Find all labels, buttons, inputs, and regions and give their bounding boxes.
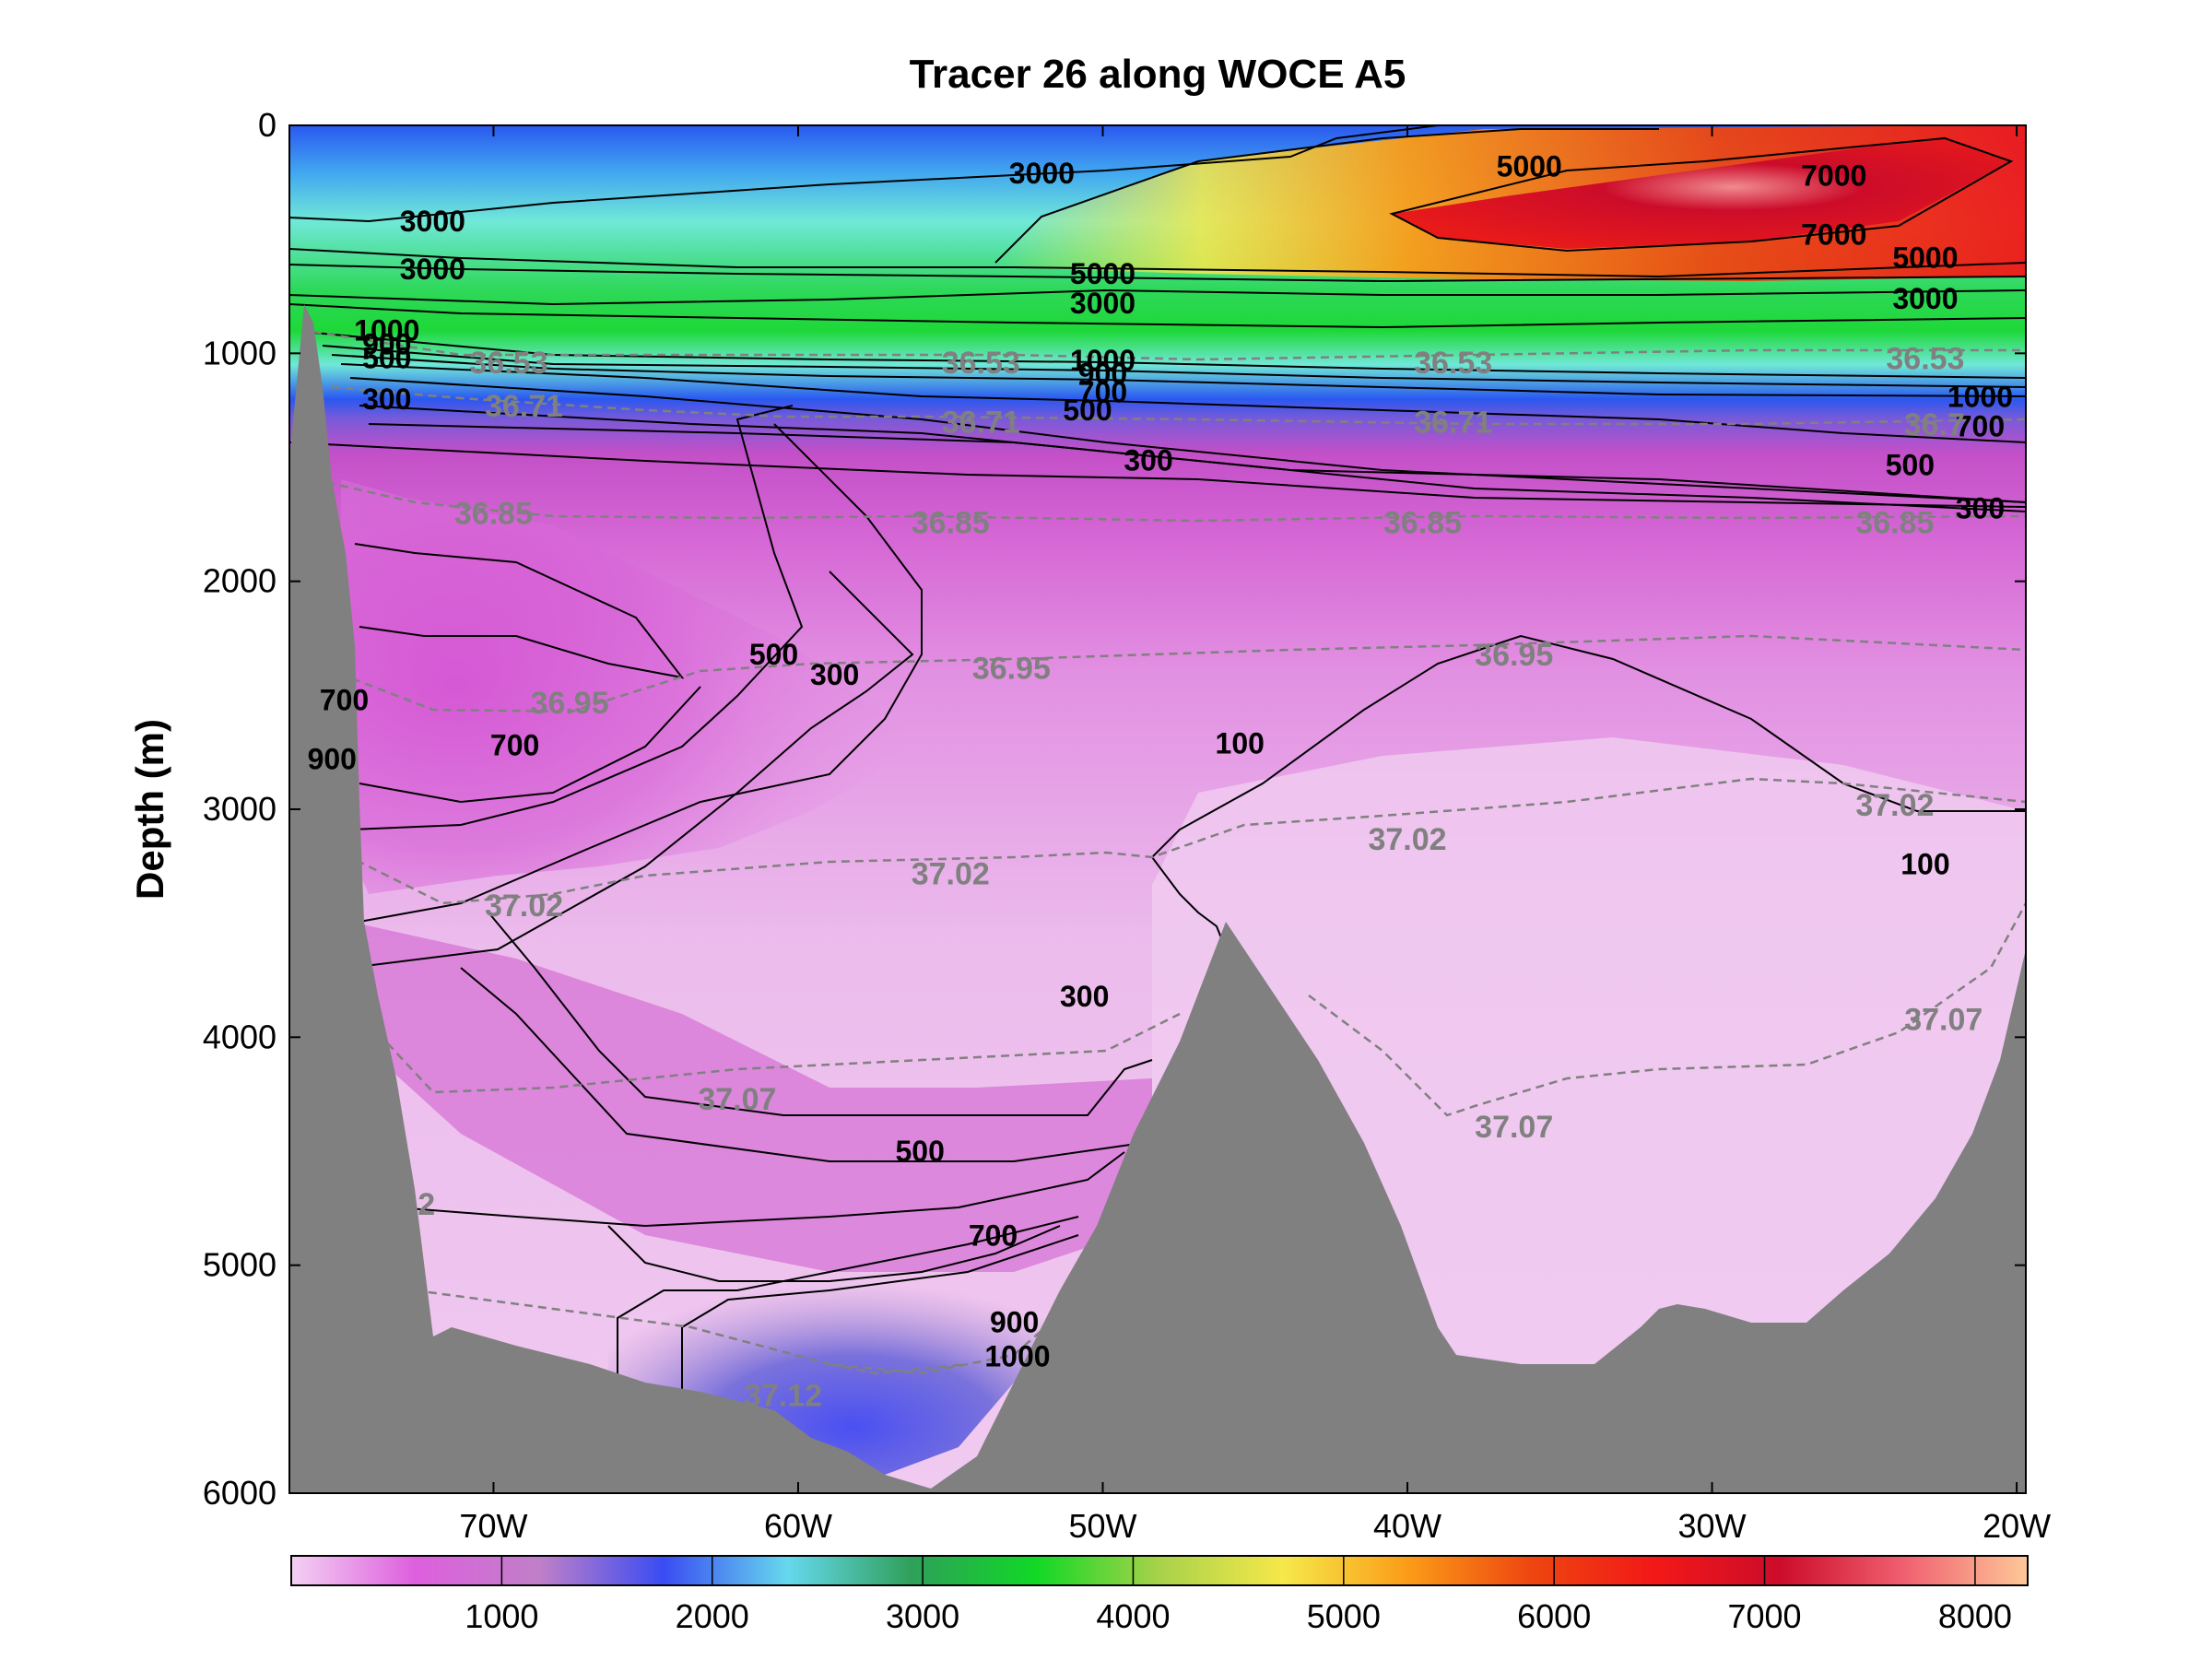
salinity-contour-label: 37.12 bbox=[357, 1187, 435, 1222]
colorbar: 1000 2000 3000 4000 5000 6000 7000 8000 bbox=[290, 1555, 2029, 1635]
tracer-contour-label: 300 bbox=[1956, 492, 2005, 525]
salinity-contour-label: 36.53 bbox=[469, 346, 547, 381]
salinity-contour-label: 37.12 bbox=[744, 1379, 822, 1414]
tracer-contour-label: 700 bbox=[490, 729, 539, 762]
salinity-contour-labels: 36.53 36.53 36.53 36.53 36.71 36.71 36.71 36.7 3… bbox=[357, 341, 1983, 1413]
salinity-contour-label: 37.02 bbox=[912, 856, 990, 891]
tracer-contour-label: 3000 bbox=[400, 205, 465, 238]
tracer-core-region bbox=[1392, 136, 2011, 249]
tracer-contour-label: 1000 bbox=[354, 314, 419, 347]
salinity-contour-label: 36.85 bbox=[912, 505, 990, 540]
y-axis-label: Depth (m) bbox=[128, 719, 171, 900]
x-tick-label: 60W bbox=[764, 1507, 832, 1545]
y-tick-label: 5000 bbox=[203, 1246, 276, 1284]
colorbar-tick-label: 7000 bbox=[1727, 1597, 1801, 1635]
deep-magenta-region bbox=[350, 922, 1152, 1272]
y-tick-label: 4000 bbox=[203, 1018, 276, 1055]
salinity-contour-label: 37.02 bbox=[1368, 822, 1446, 857]
y-tick-label: 6000 bbox=[203, 1474, 276, 1512]
tracer-contour-label: 3000 bbox=[400, 253, 465, 286]
salinity-contour-label: 36.95 bbox=[531, 686, 609, 721]
tracer-contour-label: 700 bbox=[1956, 409, 2005, 442]
x-tick-label: 30W bbox=[1678, 1507, 1747, 1545]
tracer-contour-label: 3000 bbox=[1009, 157, 1075, 190]
tracer-contour-label: 500 bbox=[362, 341, 411, 374]
colorbar-tick-label: 8000 bbox=[1938, 1597, 2012, 1635]
tracer-contour-label: 700 bbox=[969, 1219, 1018, 1253]
salinity-contour-label: 36.71 bbox=[1414, 406, 1492, 441]
salinity-contour-label: 36.85 bbox=[1855, 505, 1934, 540]
tracer-contour-label: 1000 bbox=[1070, 344, 1135, 377]
salinity-contour-label: 37.07 bbox=[1904, 1003, 1983, 1038]
tracer-contour-label: 500 bbox=[1886, 449, 1935, 482]
salinity-contour-label: 36.53 bbox=[1414, 346, 1492, 381]
tracer-contour-label: 5000 bbox=[1892, 241, 1958, 274]
colorbar-tick-label: 4000 bbox=[1096, 1597, 1170, 1635]
y-tick-label: 1000 bbox=[203, 334, 276, 371]
x-tick-label: 70W bbox=[459, 1507, 527, 1545]
colorbar-fill bbox=[290, 1555, 2029, 1586]
x-tick-label: 40W bbox=[1373, 1507, 1441, 1545]
tracer-contour-label: 500 bbox=[749, 638, 798, 671]
y-tick-label: 3000 bbox=[203, 790, 276, 828]
tracer-contour-label: 500 bbox=[1063, 394, 1112, 427]
y-tick-label: 2000 bbox=[203, 562, 276, 600]
tracer-contour-label: 900 bbox=[362, 327, 411, 360]
salinity-contour-label: 37.07 bbox=[698, 1082, 776, 1117]
topography bbox=[289, 304, 2026, 1493]
tracer-contour-label: 5000 bbox=[1070, 257, 1135, 290]
salinity-contour-label: 36.53 bbox=[942, 346, 1020, 381]
colorbar-tick-label: 1000 bbox=[465, 1597, 538, 1635]
y-axis: 0 1000 2000 3000 4000 5000 6000 bbox=[203, 106, 2026, 1512]
salinity-contour-label: 36.53 bbox=[1886, 341, 1964, 376]
tracer-contour-label: 7000 bbox=[1801, 218, 1866, 252]
salinity-contour-label: 36.7 bbox=[1904, 407, 1965, 442]
colorbar-tick-label: 2000 bbox=[676, 1597, 749, 1635]
salinity-contour-label: 36.95 bbox=[1475, 638, 1553, 673]
tracer-contour-label: 3000 bbox=[1070, 287, 1135, 320]
x-tick-label: 50W bbox=[1068, 1507, 1136, 1545]
tracer-contour-label: 900 bbox=[308, 743, 357, 776]
salinity-contour-label: 36.85 bbox=[454, 496, 533, 531]
tracer-contour-label: 300 bbox=[362, 383, 411, 416]
colorbar-tick-label: 6000 bbox=[1517, 1597, 1591, 1635]
tracer-contour-label: 100 bbox=[1900, 847, 1949, 880]
salinity-contour-label: 37.02 bbox=[485, 889, 563, 924]
tracer-contour-label: 1000 bbox=[984, 1340, 1050, 1373]
tracer-contour-lines bbox=[289, 125, 2026, 1401]
tracer-contour-label: 300 bbox=[1124, 444, 1172, 477]
y-tick-label: 0 bbox=[258, 106, 276, 144]
salinity-contour-label: 37.07 bbox=[1475, 1110, 1553, 1145]
tracer-contour-label: 500 bbox=[895, 1135, 944, 1168]
salinity-contour-label: 36.95 bbox=[972, 652, 1051, 687]
x-axis: 70W 60W 50W 40W 30W 20W bbox=[459, 125, 2051, 1545]
x-tick-label: 20W bbox=[1983, 1507, 2051, 1545]
tracer-contour-label: 300 bbox=[1060, 980, 1109, 1013]
tracer-contour-label: 100 bbox=[1216, 726, 1265, 759]
tracer-contour-label: 7000 bbox=[1801, 159, 1866, 192]
salinity-contour-label: 36.71 bbox=[485, 389, 563, 424]
salinity-contour-label: 37.02 bbox=[1855, 788, 1934, 823]
tracer-contour-label: 3000 bbox=[1892, 282, 1958, 315]
colorbar-ticks: 1000 2000 3000 4000 5000 6000 7000 8000 bbox=[465, 1556, 2012, 1635]
tracer-contour-label: 700 bbox=[320, 683, 369, 716]
tracer-contour-label: 900 bbox=[1078, 358, 1127, 391]
colorbar-tick-label: 5000 bbox=[1307, 1597, 1381, 1635]
salinity-contour-label: 36.71 bbox=[942, 406, 1020, 441]
salinity-contour-lines bbox=[312, 330, 2026, 1375]
colorbar-tick-label: 3000 bbox=[886, 1597, 959, 1635]
tracer-contour-label: 700 bbox=[1078, 375, 1127, 408]
tracer-contour-label: 5000 bbox=[1497, 150, 1562, 183]
tracer-contour-label: 900 bbox=[990, 1306, 1039, 1339]
intermediate-lens bbox=[341, 479, 912, 894]
tracer-contour-label: 300 bbox=[810, 658, 859, 691]
plot-area bbox=[289, 125, 2026, 1493]
salinity-contour-label: 36.85 bbox=[1383, 505, 1462, 540]
tracer-contour-label: 1000 bbox=[1947, 380, 2013, 413]
chart-title: Tracer 26 along WOCE A5 bbox=[910, 52, 1406, 97]
